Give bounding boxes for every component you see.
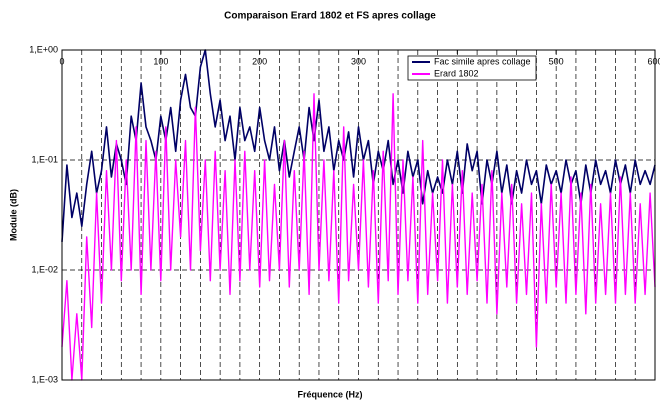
x-tick-label: 100 [153,56,168,66]
y-tick-label: 1,E-03 [31,374,58,384]
chart-title: Comparaison Erard 1802 et FS apres colla… [224,11,436,22]
series-line [61,93,656,381]
legend-label: Fac simile apres collage [434,56,531,66]
x-tick-label: 600 [647,56,660,66]
plot-border [61,49,656,381]
x-tick-label: 500 [549,56,564,66]
legend-box [407,55,537,81]
x-tick-label: 200 [252,56,267,66]
y-axis-label: Module (dB) [8,189,18,241]
y-tick-label: 1,E-01 [31,154,58,164]
x-tick-label: 300 [351,56,366,66]
y-tick-label: 1,E+00 [29,44,58,54]
legend-label: Erard 1802 [434,68,479,78]
series-line [61,49,656,242]
y-tick-label: 1,E-02 [31,264,58,274]
x-axis-label: Fréquence (Hz) [297,389,362,399]
